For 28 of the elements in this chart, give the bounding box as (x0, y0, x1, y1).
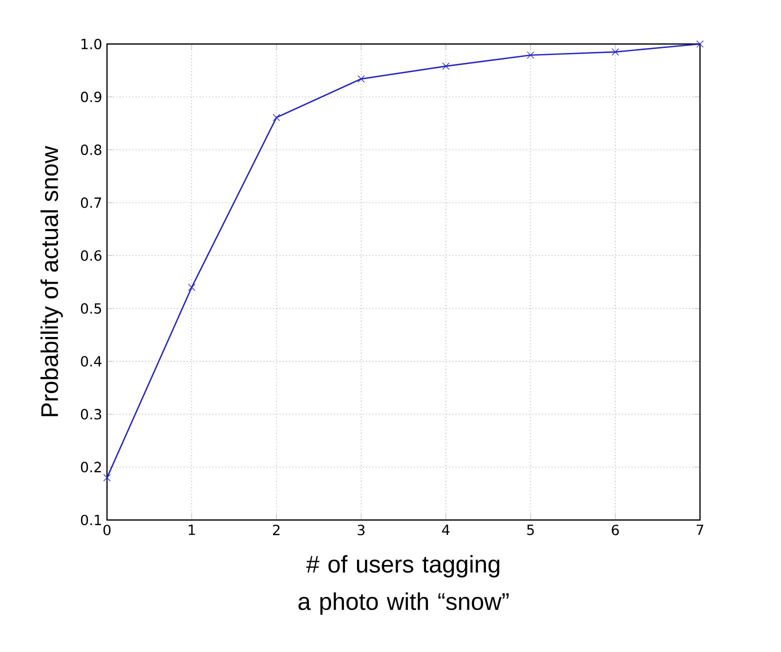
x-tick-label: 7 (696, 524, 704, 535)
point (188, 284, 196, 291)
y-tick-label: 0.6 (80, 250, 102, 261)
point (103, 474, 111, 482)
x-tick-label: 0 (103, 524, 111, 536)
y-tick-label: 0.4 (80, 356, 102, 367)
point (696, 40, 704, 48)
point (526, 51, 534, 59)
y-tick-label: 0.5 (80, 303, 102, 314)
x-tick-label: 4 (442, 524, 450, 535)
y-tick-label: 0.1 (80, 514, 101, 526)
y-tick-label: 0.8 (80, 144, 102, 156)
y-tick-label: 0.7 (80, 197, 102, 208)
x-tick-label: 3 (358, 524, 364, 536)
y-axis-title: Probability of actual snow (40, 146, 63, 416)
point (612, 48, 619, 56)
y-tick-label: 1.0 (82, 38, 102, 50)
x-axis-title: # of users tagging a photo with “snow” (298, 555, 509, 615)
x-tick-label: 2 (273, 524, 280, 536)
x-tick-label: 6 (612, 524, 619, 536)
x-tick-label: 5 (527, 524, 534, 536)
y-tick-label: 0.9 (80, 92, 102, 102)
point (442, 62, 450, 70)
x-tick-label: 1 (188, 524, 195, 535)
y-tick-label: 0.2 (80, 462, 101, 472)
point (272, 114, 280, 122)
y-tick-label: 0.3 (80, 408, 102, 420)
point (358, 75, 365, 83)
